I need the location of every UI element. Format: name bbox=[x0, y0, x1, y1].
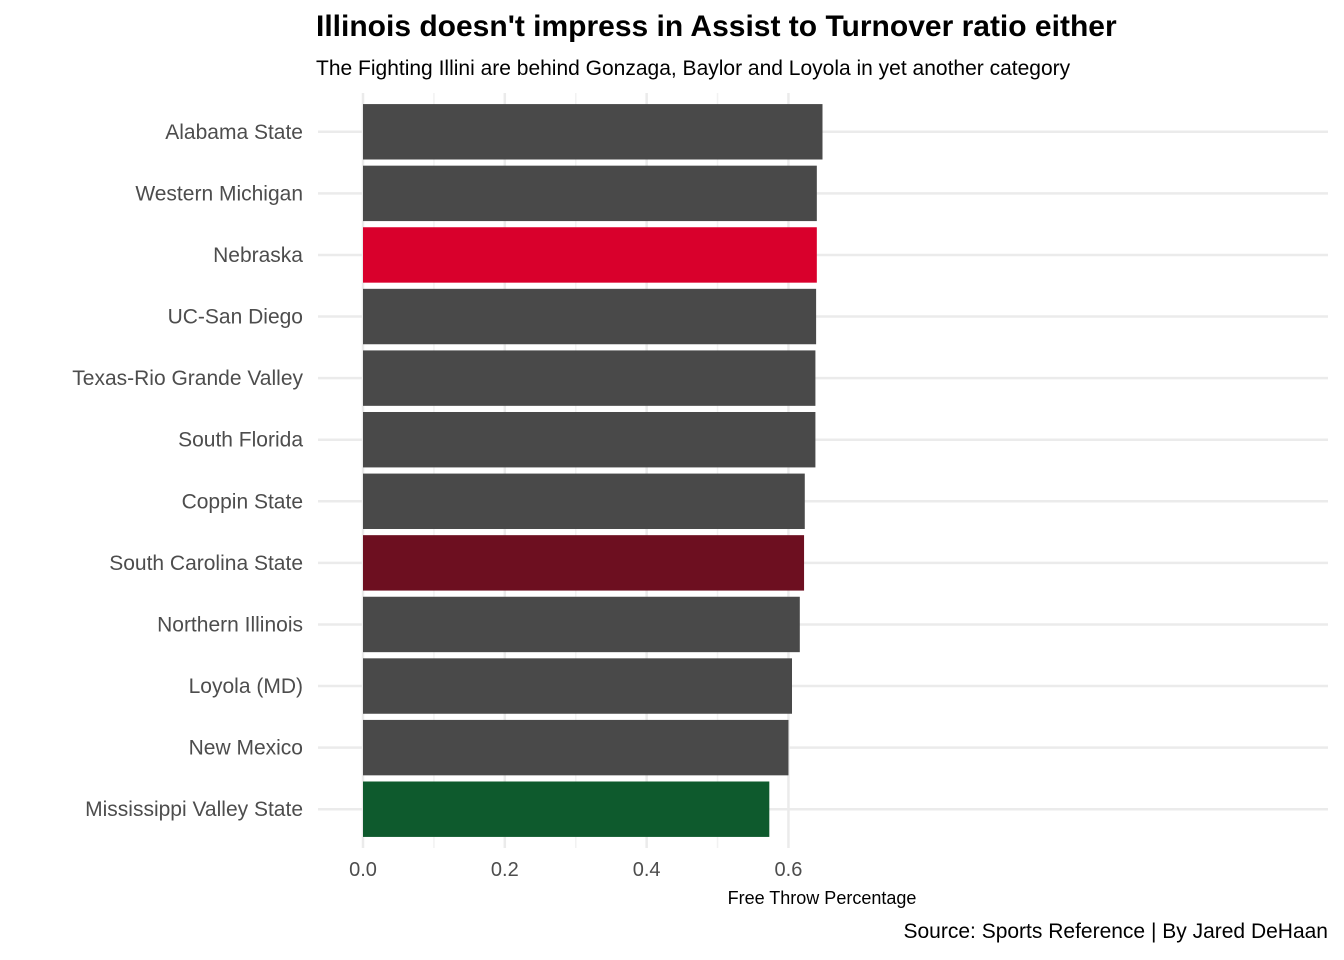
y-tick-label: Loyola (MD) bbox=[189, 675, 303, 698]
y-tick-label: Alabama State bbox=[165, 121, 303, 144]
bar bbox=[363, 596, 800, 653]
bar bbox=[363, 227, 817, 283]
y-tick-label: Texas-Rio Grande Valley bbox=[72, 367, 303, 390]
chart-title: Illinois doesn't impress in Assist to Tu… bbox=[316, 10, 1117, 43]
bar bbox=[363, 411, 816, 468]
bar bbox=[363, 288, 817, 345]
y-tick-label: South Carolina State bbox=[109, 552, 303, 575]
x-axis-title: Free Throw Percentage bbox=[728, 888, 917, 908]
y-tick-label: Nebraska bbox=[213, 244, 303, 267]
bar bbox=[363, 104, 823, 160]
bar bbox=[363, 473, 805, 530]
bar bbox=[363, 350, 816, 406]
x-tick-label: 0.4 bbox=[633, 859, 661, 881]
x-axis-ticks: 0.0 0.2 0.4 0.6 bbox=[349, 859, 802, 881]
bar bbox=[363, 535, 805, 591]
x-tick-label: 0.2 bbox=[491, 859, 519, 881]
y-tick-label: Western Michigan bbox=[135, 182, 303, 205]
y-tick-label: Coppin State bbox=[182, 490, 303, 513]
y-tick-label: Northern Illinois bbox=[157, 613, 303, 636]
bar bbox=[363, 658, 793, 714]
chart-caption: Source: Sports Reference | By Jared DeHa… bbox=[903, 920, 1328, 943]
y-axis-labels: Alabama State Western Michigan Nebraska UC-… bbox=[72, 121, 303, 821]
bar bbox=[363, 781, 770, 837]
x-tick-label: 0.6 bbox=[775, 859, 803, 881]
bar bbox=[363, 165, 817, 222]
y-tick-label: New Mexico bbox=[189, 737, 303, 760]
bar-layer bbox=[363, 104, 823, 837]
chart-subtitle: The Fighting Illini are behind Gonzaga, … bbox=[316, 57, 1071, 80]
x-tick-label: 0.0 bbox=[349, 859, 377, 881]
y-tick-label: Mississippi Valley State bbox=[85, 798, 303, 821]
bar bbox=[363, 719, 789, 776]
y-tick-label: South Florida bbox=[178, 429, 303, 452]
y-tick-label: UC-San Diego bbox=[168, 306, 303, 329]
